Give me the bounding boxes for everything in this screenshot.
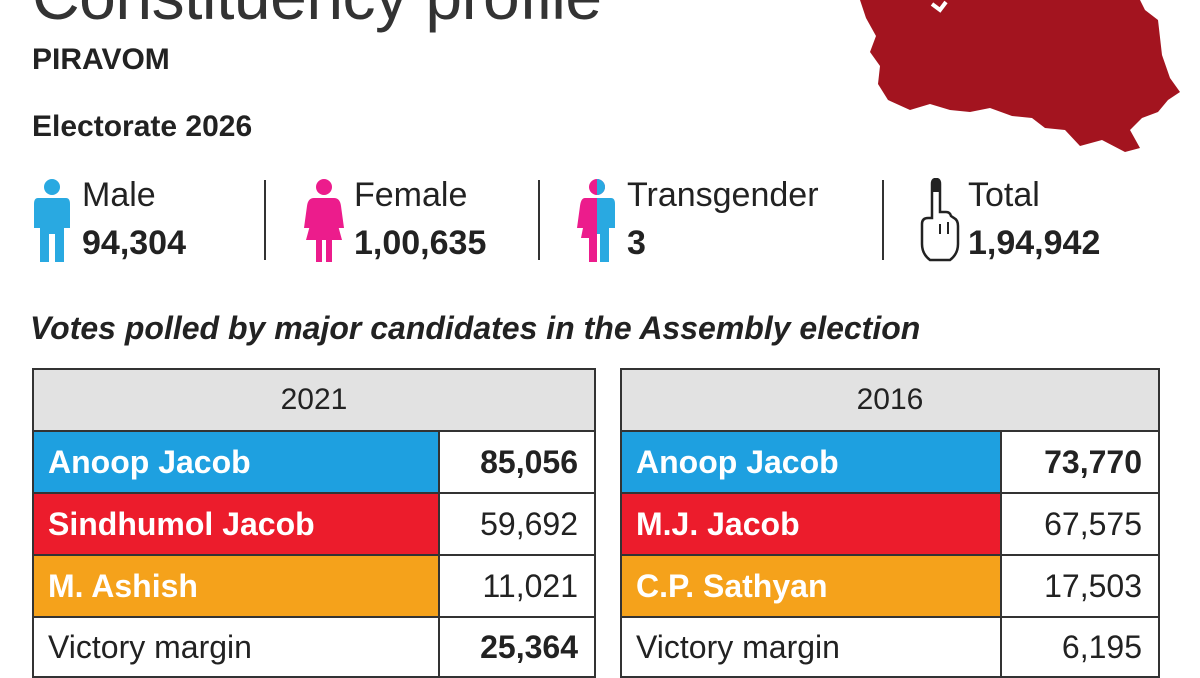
table-row: Victory margin 25,364 — [34, 618, 594, 676]
candidate-votes: 67,575 — [1044, 505, 1142, 542]
stat-total: Total 1,94,942 — [916, 172, 1156, 268]
candidate-votes: 17,503 — [1044, 567, 1142, 604]
margin-value: 25,364 — [480, 628, 578, 665]
candidate-name: Anoop Jacob — [34, 432, 440, 492]
stat-male: Male 94,304 — [30, 172, 250, 268]
table-year-header: 2016 — [622, 370, 1158, 432]
candidate-votes: 85,056 — [480, 443, 578, 480]
electorate-stats: Male 94,304 Female 1,00,635 Transgender … — [30, 172, 1170, 268]
female-person-icon — [304, 179, 344, 262]
candidate-name: M.J. Jacob — [622, 494, 1002, 554]
table-row: M. Ashish 11,021 — [34, 556, 594, 618]
candidate-name: Sindhumol Jacob — [34, 494, 440, 554]
stat-label: Female — [354, 176, 468, 214]
margin-value: 6,195 — [1061, 628, 1142, 665]
inked-finger-icon — [920, 178, 960, 262]
stat-value: 1,94,942 — [968, 224, 1101, 262]
constituency-map — [860, 0, 1180, 152]
stat-label: Total — [968, 176, 1040, 214]
table-year-header: 2021 — [34, 370, 594, 432]
male-person-icon — [34, 179, 70, 262]
table-row: Anoop Jacob 73,770 — [622, 432, 1158, 494]
stat-label: Male — [82, 176, 156, 214]
divider — [882, 180, 884, 260]
table-row: Sindhumol Jacob 59,692 — [34, 494, 594, 556]
stat-transgender: Transgender 3 — [575, 172, 895, 268]
candidate-name: C.P. Sathyan — [622, 556, 1002, 616]
margin-label: Victory margin — [622, 618, 1002, 676]
candidate-name: Anoop Jacob — [622, 432, 1002, 492]
table-row: M.J. Jacob 67,575 — [622, 494, 1158, 556]
candidate-votes: 59,692 — [480, 505, 578, 542]
electorate-heading: Electorate 2026 — [32, 110, 253, 143]
page-title: Constituency profile — [32, 0, 602, 34]
table-row: C.P. Sathyan 17,503 — [622, 556, 1158, 618]
transgender-person-icon — [577, 179, 615, 262]
stat-female: Female 1,00,635 — [302, 172, 542, 268]
stat-value: 94,304 — [82, 224, 186, 262]
margin-label: Victory margin — [34, 618, 440, 676]
results-table-2021: 2021 Anoop Jacob 85,056 Sindhumol Jacob … — [32, 368, 596, 678]
constituency-name: PIRAVOM — [32, 43, 170, 76]
votes-caption: Votes polled by major candidates in the … — [30, 310, 921, 346]
divider — [264, 180, 266, 260]
stat-value: 3 — [627, 224, 646, 262]
table-row: Anoop Jacob 85,056 — [34, 432, 594, 494]
results-table-2016: 2016 Anoop Jacob 73,770 M.J. Jacob 67,57… — [620, 368, 1160, 678]
stat-label: Transgender — [627, 176, 819, 214]
candidate-votes: 73,770 — [1044, 443, 1142, 480]
divider — [538, 180, 540, 260]
candidate-votes: 11,021 — [482, 567, 579, 604]
candidate-name: M. Ashish — [34, 556, 440, 616]
table-row: Victory margin 6,195 — [622, 618, 1158, 676]
stat-value: 1,00,635 — [354, 224, 487, 262]
